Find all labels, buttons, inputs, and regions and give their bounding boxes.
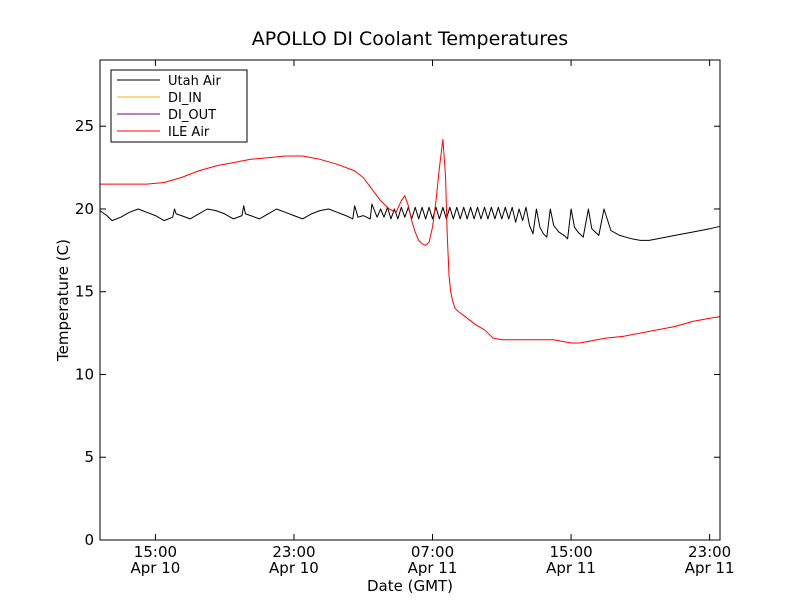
x-tick-label-time: 07:00 [411, 543, 454, 561]
series-layer [99, 138, 721, 344]
x-tick-label-date: Apr 11 [408, 559, 458, 577]
legend-box [110, 69, 248, 143]
y-tick-label: 25 [75, 117, 94, 135]
legend-label: DI_OUT [168, 108, 216, 123]
x-tick-label-time: 23:00 [272, 543, 315, 561]
x-tick-label-date: Apr 10 [131, 559, 181, 577]
y-axis-label: Temperature (C) [54, 239, 72, 362]
series-line-3 [100, 138, 721, 344]
plot-frame [99, 59, 721, 541]
x-tick-label-time: 15:00 [549, 543, 592, 561]
legend-label: ILE Air [168, 125, 210, 140]
legend-label: DI_IN [168, 91, 202, 106]
y-tick-label: 5 [84, 448, 94, 466]
y-tick-label: 20 [75, 200, 94, 218]
x-tick-label-date: Apr 10 [269, 559, 319, 577]
chart-title: APOLLO DI Coolant Temperatures [252, 28, 568, 50]
y-tick-label: 10 [75, 365, 94, 383]
y-tick-label: 15 [75, 283, 94, 301]
y-tick-label: 0 [84, 531, 94, 549]
legend-label: Utah Air [168, 74, 221, 89]
x-tick-label-date: Apr 11 [546, 559, 596, 577]
x-axis-label: Date (GMT) [367, 577, 453, 595]
x-tick-label-time: 23:00 [688, 543, 731, 561]
x-tick-label-date: Apr 11 [685, 559, 735, 577]
legend: Utah Air DI_IN DI_OUT ILE Air [110, 69, 248, 143]
x-tick-label-time: 15:00 [134, 543, 177, 561]
y-axis: 0 5 10 15 20 25 [75, 117, 720, 549]
